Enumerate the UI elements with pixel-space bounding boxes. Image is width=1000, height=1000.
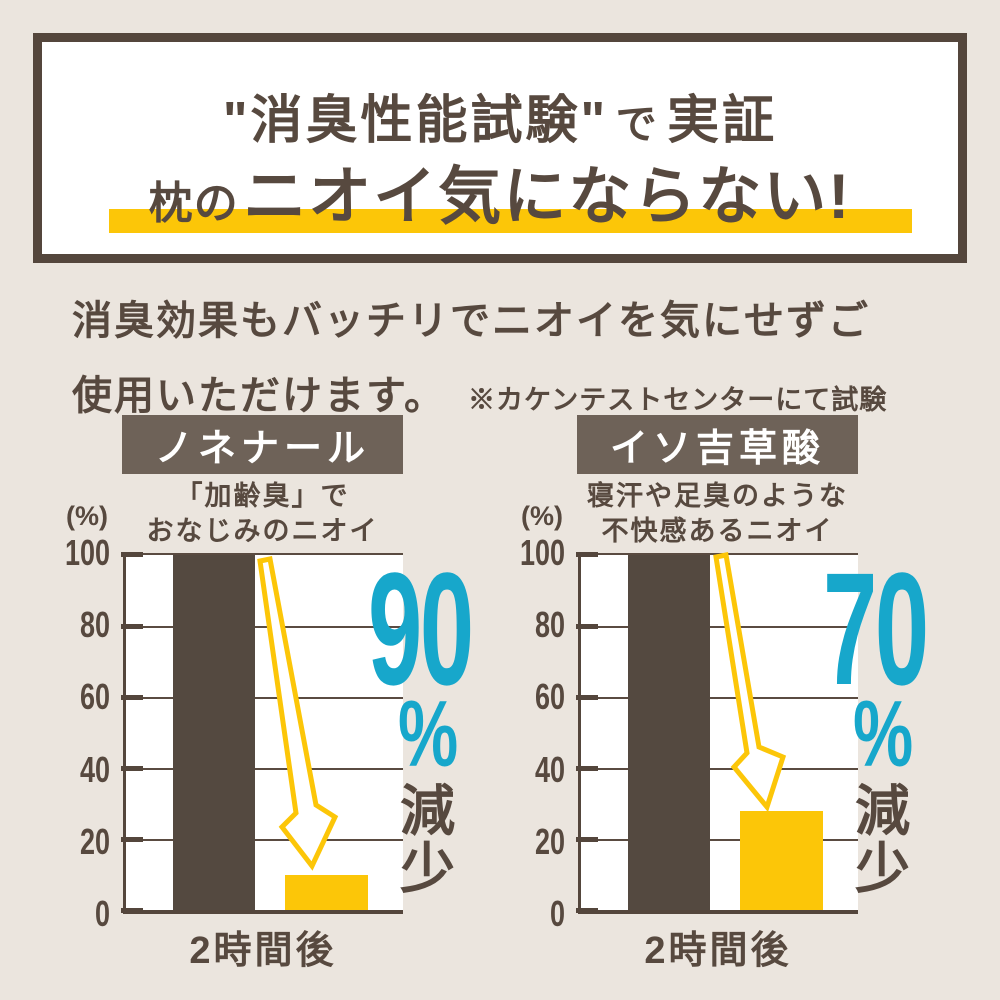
chart-title-badge: ノネナール (122, 415, 403, 474)
chart-subtitle-line1: 「加齢臭」で (175, 481, 350, 511)
axis-tick (576, 766, 598, 771)
y-axis-unit: (%) (521, 501, 563, 531)
axis-tick (576, 837, 598, 842)
reduction-percent-sign: % (853, 681, 914, 786)
y-axis-label: 20 (79, 821, 110, 862)
reduction-number: 70 (823, 539, 929, 718)
x-axis-label: 2時間後 (189, 930, 337, 972)
gridline (581, 839, 858, 841)
chart-subtitle: 寝汗や足臭のような 不快感あるニオイ (517, 479, 918, 548)
x-axis-label: 2時間後 (644, 930, 792, 972)
chart-subtitle-line2: おなじみのニオイ (146, 515, 379, 546)
plot-area (121, 552, 403, 914)
y-axis-label: 60 (79, 676, 110, 717)
y-axis-label: 0 (94, 893, 110, 934)
y-axis-label: 100 (64, 532, 110, 573)
reduction-label: 減少 (855, 780, 911, 900)
axis-tick (576, 552, 598, 557)
reduction-arrow-icon (257, 556, 339, 871)
chart-subtitle: 「加齢臭」で おなじみのニオイ (62, 479, 463, 548)
y-axis-label: 0 (549, 893, 565, 934)
test-lab-note: ※カケンテストセンターにて試験 (468, 385, 888, 415)
bar-initial (628, 555, 710, 910)
reduction-arrow-icon (713, 552, 787, 813)
bar-initial (173, 555, 255, 910)
gridline (581, 626, 858, 628)
gridline (126, 839, 403, 841)
gridline (126, 697, 403, 699)
y-axis-label: 80 (534, 604, 565, 645)
chart-subtitle-line1: 寝汗や足臭のような (587, 481, 848, 511)
headline-prefix: 枕の (148, 179, 239, 228)
y-axis-label: 60 (534, 676, 565, 717)
axis-tick (121, 624, 143, 629)
gridline (126, 626, 403, 628)
gridline (581, 768, 858, 770)
plot-area (576, 552, 858, 914)
headline-connector: で (615, 101, 660, 147)
intro-text-row2: 使用いただけます。 ※カケンテストセンターにて試験 (72, 363, 952, 421)
axis-tick (576, 908, 598, 913)
y-axis-label: 40 (79, 749, 110, 790)
intro-text-line1: 消臭効果もバッチリでニオイを気にせずご (72, 299, 870, 343)
headline-line1: "消臭性能試験" で 実証 (42, 78, 958, 153)
axis-tick (576, 695, 598, 700)
axis-tick (121, 908, 143, 913)
header-box: "消臭性能試験" で 実証 枕の ニオイ気にならない! (33, 33, 967, 263)
intro-paragraph: 消臭効果もバッチリでニオイを気にせずご 使用いただけます。 ※カケンテストセンタ… (72, 288, 952, 421)
bar-after-2h (740, 810, 823, 910)
reduction-number: 90 (368, 539, 474, 718)
intro-text-line2: 使用いただけます。 (72, 374, 446, 418)
reduction-percent-sign: % (398, 681, 459, 786)
gridline (581, 697, 858, 699)
headline-quoted-term: "消臭性能試験" (222, 92, 609, 150)
chart-subtitle-line2: 不快感あるニオイ (601, 515, 834, 546)
chart-title-badge: イソ吉草酸 (577, 415, 858, 474)
headline-line2: 枕の ニオイ気にならない! (42, 146, 958, 237)
y-axis-label: 20 (534, 821, 565, 862)
headline-claim: ニオイ気にならない! (243, 162, 852, 232)
chart-nonenal: ノネナール 「加齢臭」で おなじみのニオイ (%) 100 80 60 40 2… (20, 415, 485, 980)
axis-tick (576, 624, 598, 629)
yellow-highlight-bar (109, 209, 912, 233)
chart-isovaleric-acid: イソ吉草酸 寝汗や足臭のような 不快感あるニオイ (%) 100 80 60 4… (475, 415, 940, 980)
y-axis-label: 40 (534, 749, 565, 790)
gridline (126, 768, 403, 770)
axis-tick (121, 552, 143, 557)
headline-emphasis: 実証 (667, 92, 778, 150)
y-axis-unit: (%) (66, 501, 108, 531)
axis-tick (121, 837, 143, 842)
y-axis-label: 80 (79, 604, 110, 645)
axis-tick (121, 695, 143, 700)
axis-tick (121, 766, 143, 771)
reduction-label: 減少 (400, 780, 456, 900)
y-axis-label: 100 (519, 532, 565, 573)
bar-after-2h (285, 874, 368, 910)
